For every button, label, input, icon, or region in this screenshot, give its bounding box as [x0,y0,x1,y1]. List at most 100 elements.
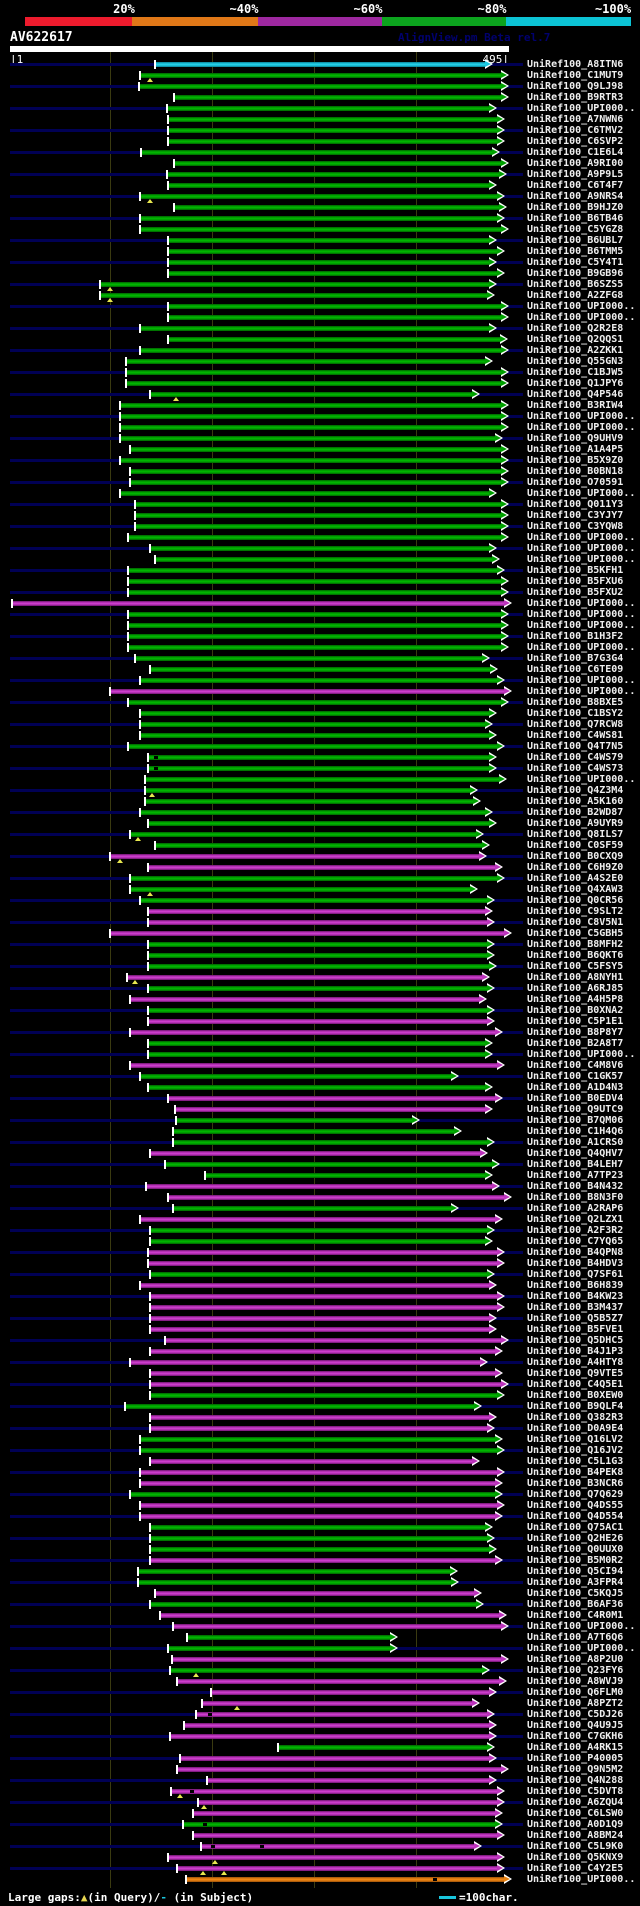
hit-label[interactable]: UniRef100_UPI000.. [527,542,636,554]
alignment-row[interactable]: UniRef100_C5L1G3 [0,1455,640,1467]
hit-bar[interactable] [148,1018,488,1024]
hit-label[interactable]: UniRef100_B5X9Z0 [527,454,624,466]
hit-label[interactable]: UniRef100_Q9LJ98 [527,80,624,92]
hit-bar[interactable] [128,611,502,617]
alignment-row[interactable]: UniRef100_C1BSY2 [0,707,640,719]
hit-bar[interactable] [145,798,474,804]
hit-bar[interactable] [168,336,501,342]
hit-bar[interactable] [120,413,502,419]
hit-bar[interactable] [172,1656,502,1662]
hit-label[interactable]: UniRef100_C7GKH6 [527,1730,624,1742]
alignment-row[interactable]: UniRef100_B3RIW4 [0,399,640,411]
alignment-row[interactable]: UniRef100_Q4U9J5 [0,1719,640,1731]
hit-bar[interactable] [140,72,502,78]
hit-label[interactable]: UniRef100_B5KFH1 [527,564,624,576]
alignment-row[interactable]: UniRef100_C0SF59 [0,839,640,851]
alignment-row[interactable]: UniRef100_A9NRS4 [0,190,640,203]
hit-bar[interactable] [148,1260,498,1266]
hit-bar[interactable] [140,1447,498,1453]
alignment-row[interactable]: UniRef100_C4M8V6 [0,1059,640,1071]
alignment-row[interactable]: UniRef100_O70591 [0,476,640,488]
hit-label[interactable]: UniRef100_Q4DS55 [527,1499,624,1511]
alignment-row[interactable]: UniRef100_Q23FY6 [0,1664,640,1677]
hit-label[interactable]: UniRef100_C4R0M1 [527,1609,624,1621]
hit-bar[interactable] [135,512,502,518]
alignment-row[interactable]: UniRef100_Q1JPY6 [0,377,640,389]
hit-label[interactable]: UniRef100_Q2QQS1 [527,333,624,345]
alignment-row[interactable]: UniRef100_B5X9Z0 [0,454,640,466]
hit-label[interactable]: UniRef100_UPI000.. [527,1873,636,1885]
hit-bar[interactable] [140,897,488,903]
hit-label[interactable]: UniRef100_C4WS79 [527,751,624,763]
hit-label[interactable]: UniRef100_Q4U9J5 [527,1719,624,1731]
alignment-row[interactable]: UniRef100_UPI000.. [0,641,640,653]
alignment-row[interactable]: UniRef100_C5YGZ8 [0,223,640,235]
alignment-row[interactable]: UniRef100_Q8ILS7 [0,828,640,841]
hit-label[interactable]: UniRef100_B6H839 [527,1279,624,1291]
alignment-row[interactable]: UniRef100_B8BXE5 [0,696,640,708]
hit-label[interactable]: UniRef100_UPI000.. [527,641,636,653]
hit-bar[interactable] [168,127,498,133]
hit-label[interactable]: UniRef100_Q16LV2 [527,1433,624,1445]
hit-label[interactable]: UniRef100_UPI000.. [527,300,636,312]
hit-label[interactable]: UniRef100_A2F3R2 [527,1224,624,1236]
alignment-row[interactable]: UniRef100_C5GBH5 [0,927,640,939]
hit-bar[interactable] [193,1832,498,1838]
hit-label[interactable]: UniRef100_A0D1Q9 [527,1818,624,1830]
hit-bar[interactable] [168,1854,498,1860]
hit-label[interactable]: UniRef100_B3RIW4 [527,399,624,411]
hit-bar[interactable] [139,83,502,89]
hit-bar[interactable] [165,1161,493,1167]
hit-bar[interactable] [155,61,486,67]
alignment-row[interactable]: UniRef100_UPI000.. [0,619,640,631]
alignment-row[interactable]: UniRef100_UPI000.. [0,542,640,554]
hit-label[interactable]: UniRef100_B4N432 [527,1180,624,1192]
hit-label[interactable]: UniRef100_Q7RCW8 [527,718,624,730]
hit-label[interactable]: UniRef100_UPI000.. [527,619,636,631]
hit-bar[interactable] [176,1117,413,1123]
hit-label[interactable]: UniRef100_Q55GN3 [527,355,624,367]
hit-bar[interactable] [150,1293,498,1299]
hit-bar[interactable] [150,1304,498,1310]
hit-label[interactable]: UniRef100_C5GBH5 [527,927,624,939]
hit-label[interactable]: UniRef100_Q2HE26 [527,1532,624,1544]
hit-bar[interactable] [173,1623,502,1629]
hit-bar[interactable] [174,94,502,100]
alignment-row[interactable]: UniRef100_C5DJ26 [0,1708,640,1720]
alignment-row[interactable]: UniRef100_C1GK57 [0,1070,640,1082]
alignment-row[interactable]: UniRef100_C4WS73 [0,762,640,774]
alignment-row[interactable]: UniRef100_A8NYH1 [0,971,640,984]
alignment-row[interactable]: UniRef100_C7YQ65 [0,1235,640,1247]
hit-bar[interactable] [150,1370,496,1376]
hit-bar[interactable] [211,1689,490,1695]
hit-label[interactable]: UniRef100_Q7Q629 [527,1488,624,1500]
alignment-row[interactable]: UniRef100_B5FXU6 [0,575,640,587]
hit-label[interactable]: UniRef100_B7QM06 [527,1114,624,1126]
alignment-row[interactable]: UniRef100_Q5B5Z7 [0,1312,640,1324]
hit-bar[interactable] [183,1821,496,1827]
hit-label[interactable]: UniRef100_A4S2E0 [527,872,624,884]
hit-bar[interactable] [150,391,473,397]
alignment-row[interactable]: UniRef100_B6TB46 [0,212,640,224]
hit-bar[interactable] [140,732,490,738]
hit-bar[interactable] [148,908,486,914]
hit-bar[interactable] [150,1546,490,1552]
hit-label[interactable]: UniRef100_B0CXQ9 [527,850,624,862]
hit-label[interactable]: UniRef100_UPI000.. [527,608,636,620]
hit-bar[interactable] [148,754,490,760]
alignment-row[interactable]: UniRef100_C4R0M1 [0,1609,640,1621]
alignment-row[interactable]: UniRef100_B4KW23 [0,1290,640,1302]
hit-bar[interactable] [140,347,502,353]
hit-label[interactable]: UniRef100_A5K160 [527,795,624,807]
hit-label[interactable]: UniRef100_C5P1E1 [527,1015,624,1027]
hit-bar[interactable] [202,1700,473,1706]
hit-label[interactable]: UniRef100_A3FPR4 [527,1576,624,1588]
alignment-row[interactable]: UniRef100_A8ITN6 [0,58,640,70]
hit-label[interactable]: UniRef100_B4PEK8 [527,1466,624,1478]
hit-bar[interactable] [150,1414,490,1420]
alignment-row[interactable]: UniRef100_UPI000.. [0,421,640,433]
hit-label[interactable]: UniRef100_B9HJZ0 [527,201,624,213]
hit-bar[interactable] [138,1568,451,1574]
hit-bar[interactable] [205,1172,486,1178]
hit-label[interactable]: UniRef100_Q9N5M2 [527,1763,624,1775]
